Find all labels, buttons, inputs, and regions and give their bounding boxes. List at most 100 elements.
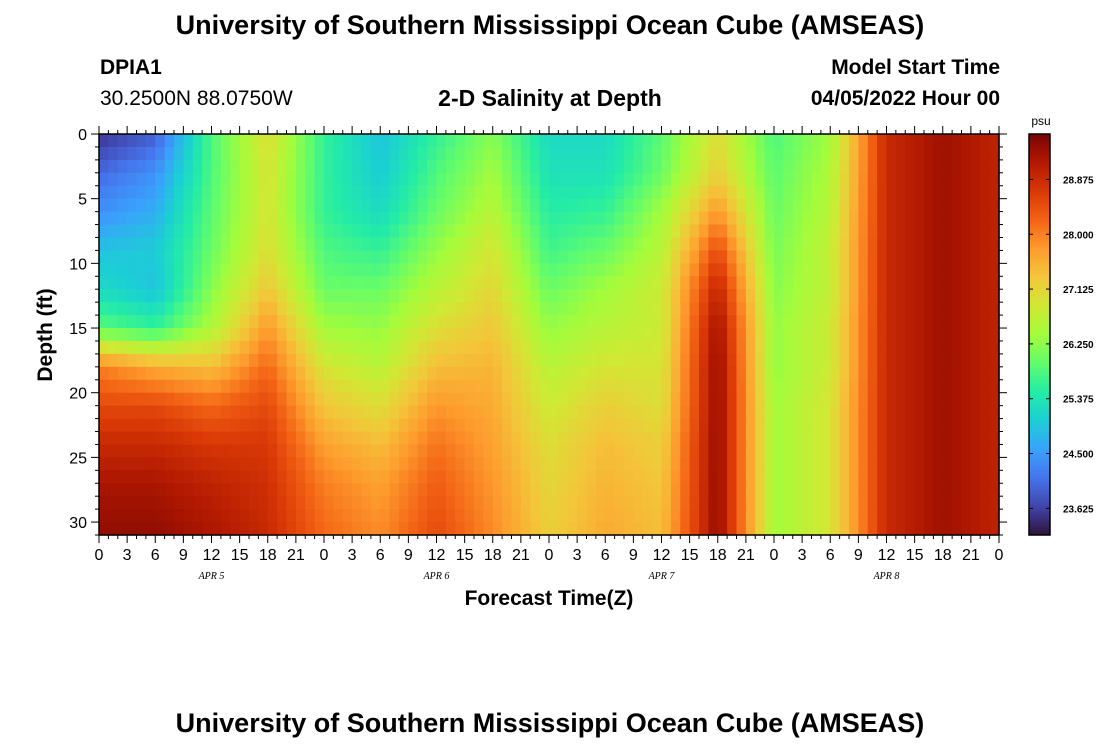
heatmap-cell bbox=[755, 302, 766, 316]
heatmap-cell bbox=[811, 353, 822, 368]
heatmap-cell bbox=[352, 418, 363, 433]
heatmap-cell bbox=[483, 211, 494, 226]
heatmap-cell bbox=[933, 250, 944, 264]
heatmap-cell bbox=[399, 431, 409, 446]
heatmap-cell bbox=[670, 198, 681, 213]
heatmap-cell bbox=[708, 198, 719, 213]
heatmap-cell bbox=[858, 134, 869, 148]
heatmap-cell bbox=[370, 470, 381, 484]
heatmap-cell bbox=[633, 392, 644, 407]
heatmap-cell bbox=[970, 134, 981, 148]
heatmap-cell bbox=[924, 289, 934, 303]
heatmap-cell bbox=[661, 379, 672, 394]
heatmap-cell bbox=[961, 302, 972, 316]
heatmap-cell bbox=[886, 340, 897, 355]
heatmap-cell bbox=[727, 159, 738, 174]
heatmap-cell bbox=[839, 379, 850, 394]
heatmap-cell bbox=[502, 224, 513, 239]
heatmap-cell bbox=[549, 340, 559, 355]
heatmap-cell bbox=[239, 366, 250, 381]
heatmap-cell bbox=[727, 522, 738, 536]
heatmap-cell bbox=[839, 224, 850, 239]
heatmap-cell bbox=[558, 198, 569, 213]
footer-title: University of Southern Mississippi Ocean… bbox=[175, 708, 925, 738]
heatmap-cell bbox=[258, 431, 269, 446]
heatmap-cell bbox=[333, 211, 344, 226]
heatmap-cell bbox=[839, 392, 850, 407]
heatmap-cell bbox=[99, 250, 109, 264]
heatmap-cell bbox=[436, 509, 447, 523]
heatmap-cell bbox=[595, 483, 606, 497]
heatmap-cell bbox=[924, 276, 934, 290]
heatmap-cell bbox=[811, 211, 822, 226]
heatmap-cell bbox=[792, 263, 803, 277]
heatmap-cell bbox=[520, 237, 531, 252]
heatmap-cell bbox=[492, 159, 503, 174]
heatmap-cell bbox=[624, 483, 634, 497]
heatmap-cell bbox=[164, 172, 175, 187]
heatmap-cell bbox=[145, 353, 156, 368]
heatmap-cell bbox=[427, 250, 438, 264]
heatmap-cell bbox=[905, 405, 916, 420]
heatmap-cell bbox=[614, 392, 625, 407]
heatmap-cell bbox=[820, 134, 831, 148]
heatmap-cell bbox=[455, 483, 466, 497]
heatmap-cell bbox=[295, 134, 306, 148]
heatmap-cell bbox=[324, 159, 334, 174]
heatmap-cell bbox=[989, 198, 1000, 213]
heatmap-cell bbox=[661, 146, 672, 161]
heatmap-cell bbox=[99, 224, 109, 239]
heatmap-cell bbox=[942, 315, 953, 329]
heatmap-cell bbox=[427, 470, 438, 484]
heatmap-cell bbox=[670, 431, 681, 446]
heatmap-cell bbox=[745, 509, 756, 523]
heatmap-cell bbox=[905, 146, 916, 161]
heatmap-cell bbox=[820, 328, 831, 342]
heatmap-cell bbox=[295, 224, 306, 239]
heatmap-cell bbox=[342, 470, 353, 484]
heatmap-cell bbox=[774, 289, 784, 303]
heatmap-cell bbox=[811, 146, 822, 161]
heatmap-cell bbox=[970, 172, 981, 187]
heatmap-cell bbox=[783, 483, 794, 497]
heatmap-cell bbox=[211, 159, 222, 174]
heatmap-cell bbox=[867, 315, 878, 329]
heatmap-cell bbox=[877, 328, 888, 342]
heatmap-cell bbox=[605, 211, 616, 226]
heatmap-cell bbox=[624, 315, 634, 329]
heatmap-cell bbox=[877, 198, 888, 213]
heatmap-cell bbox=[183, 134, 194, 148]
heatmap-cell bbox=[774, 328, 784, 342]
heatmap-cell bbox=[99, 392, 109, 407]
heatmap-cell bbox=[595, 418, 606, 433]
heatmap-cell bbox=[267, 224, 278, 239]
heatmap-cell bbox=[980, 340, 991, 355]
heatmap-cell bbox=[774, 250, 784, 264]
heatmap-cell bbox=[464, 366, 475, 381]
heatmap-cell bbox=[755, 366, 766, 381]
heatmap-cell bbox=[605, 134, 616, 148]
heatmap-cell bbox=[474, 276, 484, 290]
heatmap-cell bbox=[258, 289, 269, 303]
heatmap-cell bbox=[342, 457, 353, 471]
heatmap-cell bbox=[380, 379, 391, 394]
heatmap-cell bbox=[680, 405, 691, 420]
heatmap-cell bbox=[155, 146, 166, 161]
heatmap-cell bbox=[445, 315, 456, 329]
heatmap-cell bbox=[858, 289, 869, 303]
heatmap-cell bbox=[342, 328, 353, 342]
heatmap-cell bbox=[399, 159, 409, 174]
heatmap-cell bbox=[886, 353, 897, 368]
heatmap-cell bbox=[305, 340, 316, 355]
heatmap-cell bbox=[586, 444, 597, 458]
heatmap-cell bbox=[905, 431, 916, 446]
heatmap-cell bbox=[867, 146, 878, 161]
heatmap-cell bbox=[652, 185, 663, 200]
heatmap-cell bbox=[464, 198, 475, 213]
heatmap-cell bbox=[220, 353, 231, 368]
heatmap-cell bbox=[614, 237, 625, 252]
heatmap-cell bbox=[464, 211, 475, 226]
heatmap-cell bbox=[924, 172, 934, 187]
x-tick-label: 12 bbox=[203, 547, 221, 564]
heatmap-cell bbox=[483, 146, 494, 161]
